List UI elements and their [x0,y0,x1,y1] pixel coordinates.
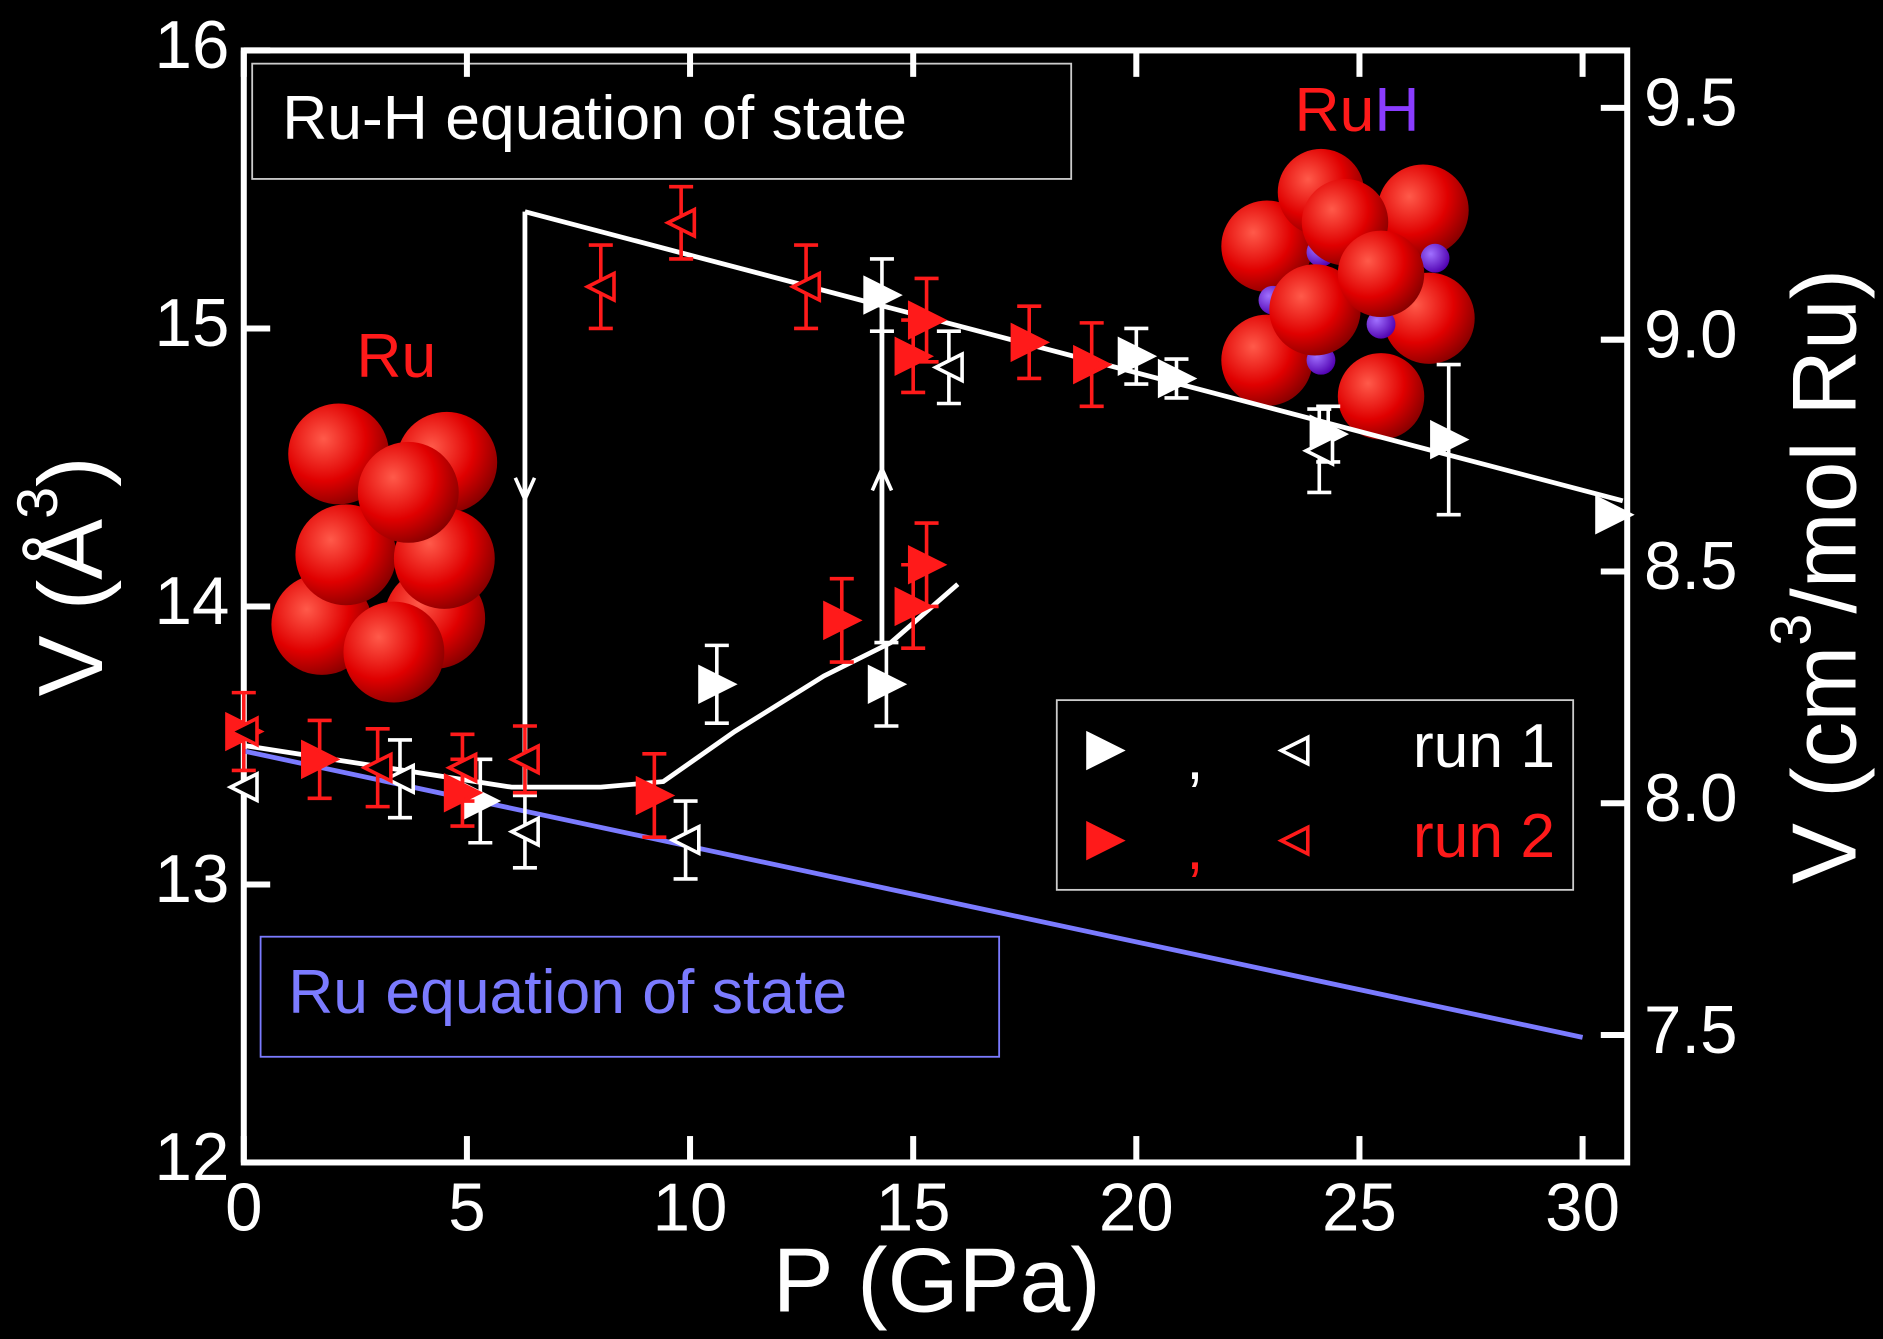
y-tick-label: 14 [155,564,230,639]
x-tick-label: 30 [1545,1171,1620,1246]
page: Ru-H equation of state Ru equation of st… [0,0,1883,1339]
x-tick-label: 15 [876,1171,951,1246]
label-superscript: 3 [1760,614,1824,646]
annotation: Ru [356,321,436,391]
annotation: RuH [1295,75,1420,145]
y-tick-label: 15 [155,286,230,361]
y2-tick-label: 9.0 [1644,297,1737,372]
y2-tick-label: 7.5 [1644,993,1737,1068]
annotation: Ru-H equation of state [282,83,907,153]
y-tick-label: 13 [155,842,230,917]
x-tick-label: 5 [448,1171,485,1246]
label-part: V (cm [1773,646,1875,884]
annotation-part: Ru [1295,75,1375,145]
label-part: V (Å [20,519,122,697]
annotation-part: H [1374,75,1419,145]
label-superscript: 3 [6,487,70,519]
y-tick-label: 12 [155,1120,230,1195]
x-tick-label: 20 [1099,1171,1174,1246]
x-tick-label: 25 [1322,1171,1397,1246]
x-tick-label: 0 [225,1171,262,1246]
legend-separator: , [1186,723,1203,793]
background [0,0,1883,1339]
chart: Ru-H equation of state Ru equation of st… [0,0,1883,1339]
y2-tick-label: 8.0 [1644,761,1737,836]
label-part: ) [20,456,122,486]
legend-label: run 2 [1413,801,1555,871]
ru-cluster [271,404,497,703]
x-tick-label: 10 [653,1171,728,1246]
annotation: Ru equation of state [288,957,847,1027]
legend-separator: , [1186,813,1203,883]
y2-tick-label: 8.5 [1644,529,1737,604]
y2-axis-label: V (cm3/mol Ru) [1760,269,1876,884]
legend-label: run 1 [1413,711,1555,781]
y2-tick-label: 9.5 [1644,66,1737,141]
label-part: /mol Ru) [1773,269,1875,614]
y-tick-label: 16 [155,8,230,83]
